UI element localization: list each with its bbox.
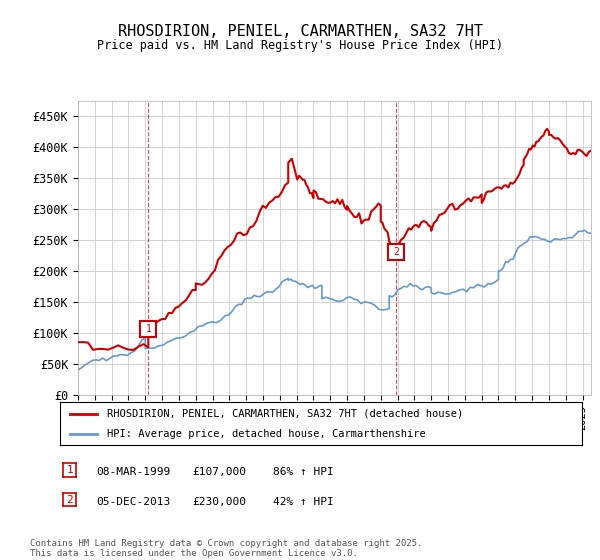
- Text: £230,000: £230,000: [192, 497, 246, 507]
- Text: £107,000: £107,000: [192, 467, 246, 477]
- Text: HPI: Average price, detached house, Carmarthenshire: HPI: Average price, detached house, Carm…: [107, 428, 426, 438]
- Text: 86% ↑ HPI: 86% ↑ HPI: [273, 467, 334, 477]
- Text: RHOSDIRION, PENIEL, CARMARTHEN, SA32 7HT (detached house): RHOSDIRION, PENIEL, CARMARTHEN, SA32 7HT…: [107, 409, 463, 419]
- Text: 2: 2: [393, 248, 399, 258]
- Text: RHOSDIRION, PENIEL, CARMARTHEN, SA32 7HT: RHOSDIRION, PENIEL, CARMARTHEN, SA32 7HT: [118, 24, 482, 39]
- Text: 1: 1: [145, 324, 151, 334]
- Text: 05-DEC-2013: 05-DEC-2013: [96, 497, 170, 507]
- Text: 42% ↑ HPI: 42% ↑ HPI: [273, 497, 334, 507]
- Text: 1: 1: [66, 465, 73, 475]
- Text: Price paid vs. HM Land Registry's House Price Index (HPI): Price paid vs. HM Land Registry's House …: [97, 39, 503, 52]
- Text: Contains HM Land Registry data © Crown copyright and database right 2025.
This d: Contains HM Land Registry data © Crown c…: [30, 539, 422, 558]
- Text: 08-MAR-1999: 08-MAR-1999: [96, 467, 170, 477]
- Text: 2: 2: [66, 494, 73, 505]
